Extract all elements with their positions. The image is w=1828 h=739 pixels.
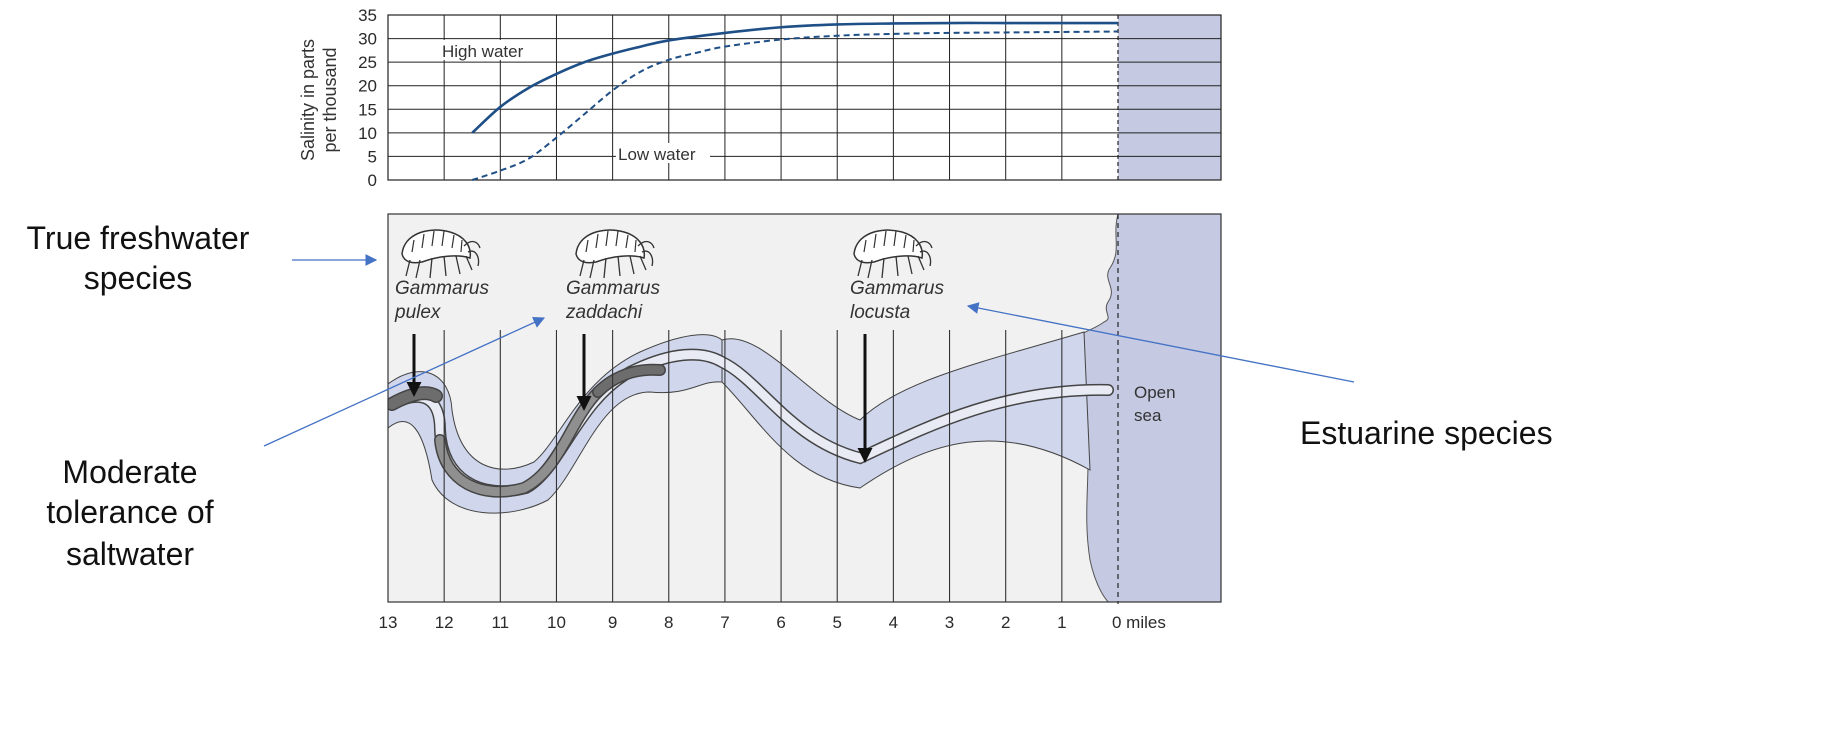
species-locusta: Gammarus locusta xyxy=(850,229,944,463)
x-tick-label: 12 xyxy=(435,613,454,632)
ylabel-line-2: per thousand xyxy=(320,47,340,152)
open-sea-label: Open sea xyxy=(1134,383,1176,425)
callout-freshwater-line-2: species xyxy=(84,260,193,296)
callout-freshwater-line-1: True freshwater xyxy=(27,220,250,256)
species-pulex-genus: Gammarus xyxy=(395,278,489,299)
high-water-label-text: High water xyxy=(442,42,524,61)
low-water-label: Low water xyxy=(616,143,710,164)
map-frame xyxy=(387,213,1222,603)
x-tick-label: 10 xyxy=(547,613,566,632)
callout-freshwater: True freshwater species xyxy=(27,220,378,296)
salinity-chart: 35 30 25 20 15 10 5 0 Salinity in parts per tho… xyxy=(298,6,1222,190)
y-tick-label: 20 xyxy=(358,77,377,96)
y-tick-label: 30 xyxy=(358,30,377,49)
zaddachi-zone-lower-fill xyxy=(435,387,603,497)
vertical-gridlines xyxy=(443,15,1119,180)
species-zaddachi-genus: Gammarus xyxy=(566,278,660,299)
x-tick-label: 1 xyxy=(1057,613,1066,632)
ylabel-line-1: Salinity in parts xyxy=(298,39,318,161)
y-tick-labels: 35 30 25 20 15 10 5 0 xyxy=(358,6,377,190)
horizontal-gridlines xyxy=(388,14,1221,181)
low-water-series-line xyxy=(471,30,1119,181)
callout-moderate: Moderate tolerance of saltwater xyxy=(46,317,546,572)
species-pulex-epithet: pulex xyxy=(394,302,442,323)
open-sea-label-line-1: Open xyxy=(1134,383,1176,402)
y-axis-label: Salinity in parts per thousand xyxy=(298,39,340,161)
open-sea-label-line-2: sea xyxy=(1134,406,1162,425)
species-pulex: Gammarus pulex xyxy=(394,229,489,397)
chart-series xyxy=(471,21,1119,181)
x-tick-label: 6 xyxy=(776,613,785,632)
low-water-label-text: Low water xyxy=(618,145,696,164)
callout-estuarine-text: Estuarine species xyxy=(1300,415,1553,451)
y-tick-label: 35 xyxy=(358,6,377,25)
x-tick-label: 7 xyxy=(720,613,729,632)
amphipod-icon xyxy=(853,229,933,279)
species-locusta-epithet: locusta xyxy=(850,302,910,323)
river-band-east xyxy=(721,331,1091,489)
callout-moderate-line-3: saltwater xyxy=(66,536,194,572)
zaddachi-zone-upper-fill xyxy=(593,365,665,397)
species-locusta-genus: Gammarus xyxy=(850,278,944,299)
x-tick-label: 4 xyxy=(889,613,898,632)
chart-frame xyxy=(387,14,1222,181)
species-zaddachi-epithet: zaddachi xyxy=(565,302,643,323)
y-tick-label: 25 xyxy=(358,53,377,72)
callout-estuarine: Estuarine species xyxy=(966,302,1553,451)
x-tick-label: 11 xyxy=(491,613,509,632)
species-zaddachi: Gammarus zaddachi xyxy=(565,229,660,411)
y-tick-label: 10 xyxy=(358,124,377,143)
high-water-series-line xyxy=(471,21,1118,134)
x-tick-label: 13 xyxy=(379,613,398,632)
x-tick-label: 5 xyxy=(832,613,841,632)
x-tick-label: 2 xyxy=(1001,613,1010,632)
y-tick-label: 0 xyxy=(368,171,377,190)
y-tick-label: 5 xyxy=(368,147,377,166)
x-tick-label: 0 miles xyxy=(1112,613,1166,632)
y-tick-label: 15 xyxy=(358,100,377,119)
open-sea-strip-top xyxy=(1118,15,1221,180)
x-tick-label: 9 xyxy=(608,613,617,632)
callout-moderate-arrow xyxy=(263,317,546,447)
x-tick-label: 3 xyxy=(945,613,954,632)
callout-estuarine-arrow xyxy=(966,302,1355,383)
amphipod-icon xyxy=(575,229,655,279)
river-band-west xyxy=(388,334,723,514)
estuary-map: Open sea Gammarus pulex Gammarus xyxy=(379,213,1222,632)
x-tick-label: 8 xyxy=(664,613,673,632)
high-water-label: High water xyxy=(440,40,536,61)
x-tick-labels: 13 12 11 10 9 8 7 6 5 4 3 2 1 0 miles xyxy=(379,613,1166,632)
callout-moderate-line-1: Moderate xyxy=(62,454,197,490)
mile-gridlines xyxy=(443,330,1063,602)
callout-moderate-line-2: tolerance of xyxy=(46,494,213,530)
amphipod-icon xyxy=(401,229,481,279)
